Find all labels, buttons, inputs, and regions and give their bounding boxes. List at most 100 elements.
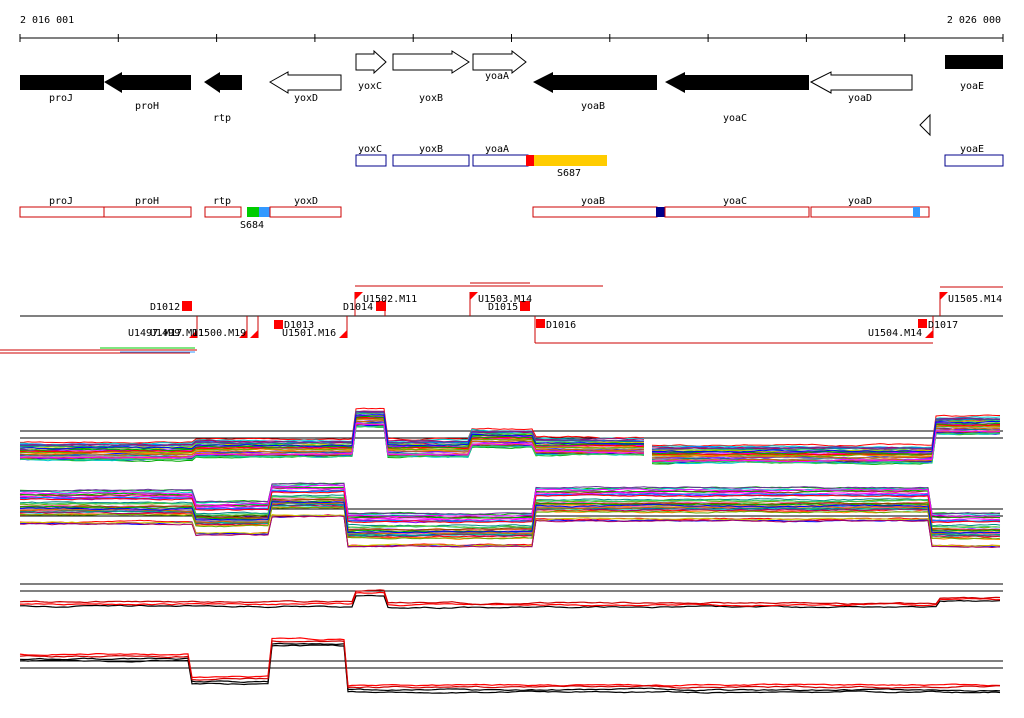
gene-yoxD-arrow[interactable] [269, 71, 342, 94]
marker-u1502-label: U1502.M11 [363, 294, 417, 305]
profile-line [19, 417, 645, 454]
segment-yoaE[interactable] [944, 154, 1004, 167]
gene-rtp-arrow[interactable] [204, 72, 242, 93]
segment-s687[interactable] [534, 155, 607, 166]
profile-line [19, 422, 645, 459]
gene-yoxB-arrow[interactable] [392, 50, 470, 74]
marker-flag[interactable] [925, 330, 933, 338]
segment-proJ[interactable] [19, 206, 105, 218]
segment-rtp[interactable] [204, 206, 242, 218]
segment-yoaB-mark[interactable] [656, 207, 665, 217]
marker-d1013[interactable] [274, 320, 283, 329]
segment-yoaD-mark[interactable] [913, 207, 920, 217]
segment-proH[interactable] [103, 206, 192, 218]
gene-annotation-track: proJ proH rtp yoxD yoxC yoxB yoaA yoaB y… [20, 49, 1003, 137]
segment-yoxC[interactable] [355, 154, 387, 167]
marker-u1500-label: U1500.M19 [192, 328, 246, 339]
marker-u1499-label: U1499.M11 [150, 328, 204, 339]
gene-yoaE-label: yoaE [960, 81, 984, 92]
coordinate-ruler: 2 016 001 2 026 000 [19, 15, 1004, 42]
segment-track-minus: proJ proH rtp S684 yoxD yoaB yoaC yoaD [19, 196, 930, 231]
gene-yoaD-label: yoaD [848, 93, 872, 104]
summary-profile-track-1 [19, 583, 1003, 610]
marker-u1497-label: U1497.M17 [128, 328, 182, 339]
gene-proH-arrow[interactable] [104, 72, 191, 93]
segment-track-plus: yoxC yoxB yoaA S687 yoaE [355, 144, 1004, 179]
profile-line [19, 642, 1001, 693]
marker-d1016[interactable] [536, 319, 545, 328]
marker-flag[interactable] [470, 292, 478, 300]
segment-yoaB[interactable] [532, 206, 658, 218]
segment-s687-label: S687 [557, 168, 581, 179]
profile-line [19, 637, 1001, 687]
profile-line [19, 514, 1001, 547]
segment-yoxD[interactable] [269, 206, 342, 218]
profile-line [19, 495, 1001, 529]
gene-yoaE-arrow[interactable] [945, 55, 1003, 69]
small-gene-arrow[interactable] [919, 113, 931, 137]
profile-line [19, 594, 1001, 610]
coord-end-label: 2 026 000 [947, 15, 1001, 26]
profile-line [651, 414, 1000, 447]
marker-flag[interactable] [355, 292, 363, 300]
segment-yoxD-label: yoxD [294, 196, 318, 207]
gene-yoaB-label: yoaB [581, 101, 605, 112]
marker-flag[interactable] [189, 330, 197, 338]
profile-line [19, 415, 645, 452]
gene-rtp-label: rtp [213, 113, 231, 124]
segment-s684-b[interactable] [259, 207, 270, 217]
profile-line [19, 498, 1001, 531]
gene-proJ-label: proJ [49, 93, 73, 104]
gene-proH-label: proH [135, 101, 159, 112]
profile-line [19, 487, 1001, 521]
gene-yoaA-arrow[interactable] [472, 49, 527, 75]
marker-d1012[interactable] [182, 301, 192, 311]
segment-proJ-label: proJ [49, 196, 73, 207]
segment-yoaC[interactable] [664, 206, 810, 218]
segment-yoxC-label: yoxC [358, 144, 382, 155]
marker-flag[interactable] [339, 330, 347, 338]
gene-yoaB-arrow[interactable] [533, 72, 657, 93]
marker-d1017[interactable] [918, 319, 927, 328]
marker-flag[interactable] [239, 330, 247, 338]
profile-line [19, 504, 1001, 538]
profile-line [651, 417, 1001, 450]
summary-profile-track-2 [19, 637, 1003, 694]
profile-line [651, 423, 1001, 456]
marker-d1016-label: D1016 [546, 320, 576, 331]
segment-yoaC-label: yoaC [723, 196, 747, 207]
gene-yoaA-label: yoaA [485, 71, 509, 82]
segment-yoaD[interactable] [810, 206, 930, 218]
gene-proJ-arrow[interactable] [20, 75, 104, 90]
segment-yoaA-label: yoaA [485, 144, 509, 155]
profile-line [19, 482, 1001, 516]
ruler-ticks [19, 34, 1004, 42]
profile-line [652, 420, 1001, 453]
segment-yoaD-label: yoaD [848, 196, 872, 207]
profile-line [19, 420, 645, 456]
expression-profile-track-2 [19, 482, 1003, 549]
profile-line [20, 410, 645, 447]
segment-s684-a[interactable] [247, 207, 259, 217]
marker-flag[interactable] [250, 330, 258, 338]
profile-line [19, 502, 1001, 535]
marker-u1503-label: U1503.M14 [478, 294, 532, 305]
profile-line [20, 414, 644, 450]
gene-yoxC-arrow[interactable] [355, 49, 387, 75]
profile-line [19, 644, 1001, 694]
segment-yoaA[interactable] [472, 154, 529, 167]
segment-s687-start[interactable] [526, 155, 534, 166]
profile-line [19, 589, 1001, 606]
marker-d1012-label: D1012 [150, 302, 180, 313]
segment-yoxB[interactable] [392, 154, 470, 167]
marker-track: D1012 D1013 D1014 D1015 D1016 D1017 U150… [0, 282, 1003, 354]
profile-line [19, 425, 645, 461]
gene-yoaD-arrow[interactable] [809, 71, 913, 94]
marker-d1015[interactable] [520, 301, 530, 311]
marker-d1014[interactable] [376, 301, 386, 311]
marker-flag[interactable] [940, 292, 948, 300]
profile-line [19, 484, 1001, 518]
gene-yoaC-arrow[interactable] [665, 72, 809, 93]
marker-d1013-label: D1013 [284, 320, 314, 331]
marker-d1015-label: D1015 [488, 302, 518, 313]
